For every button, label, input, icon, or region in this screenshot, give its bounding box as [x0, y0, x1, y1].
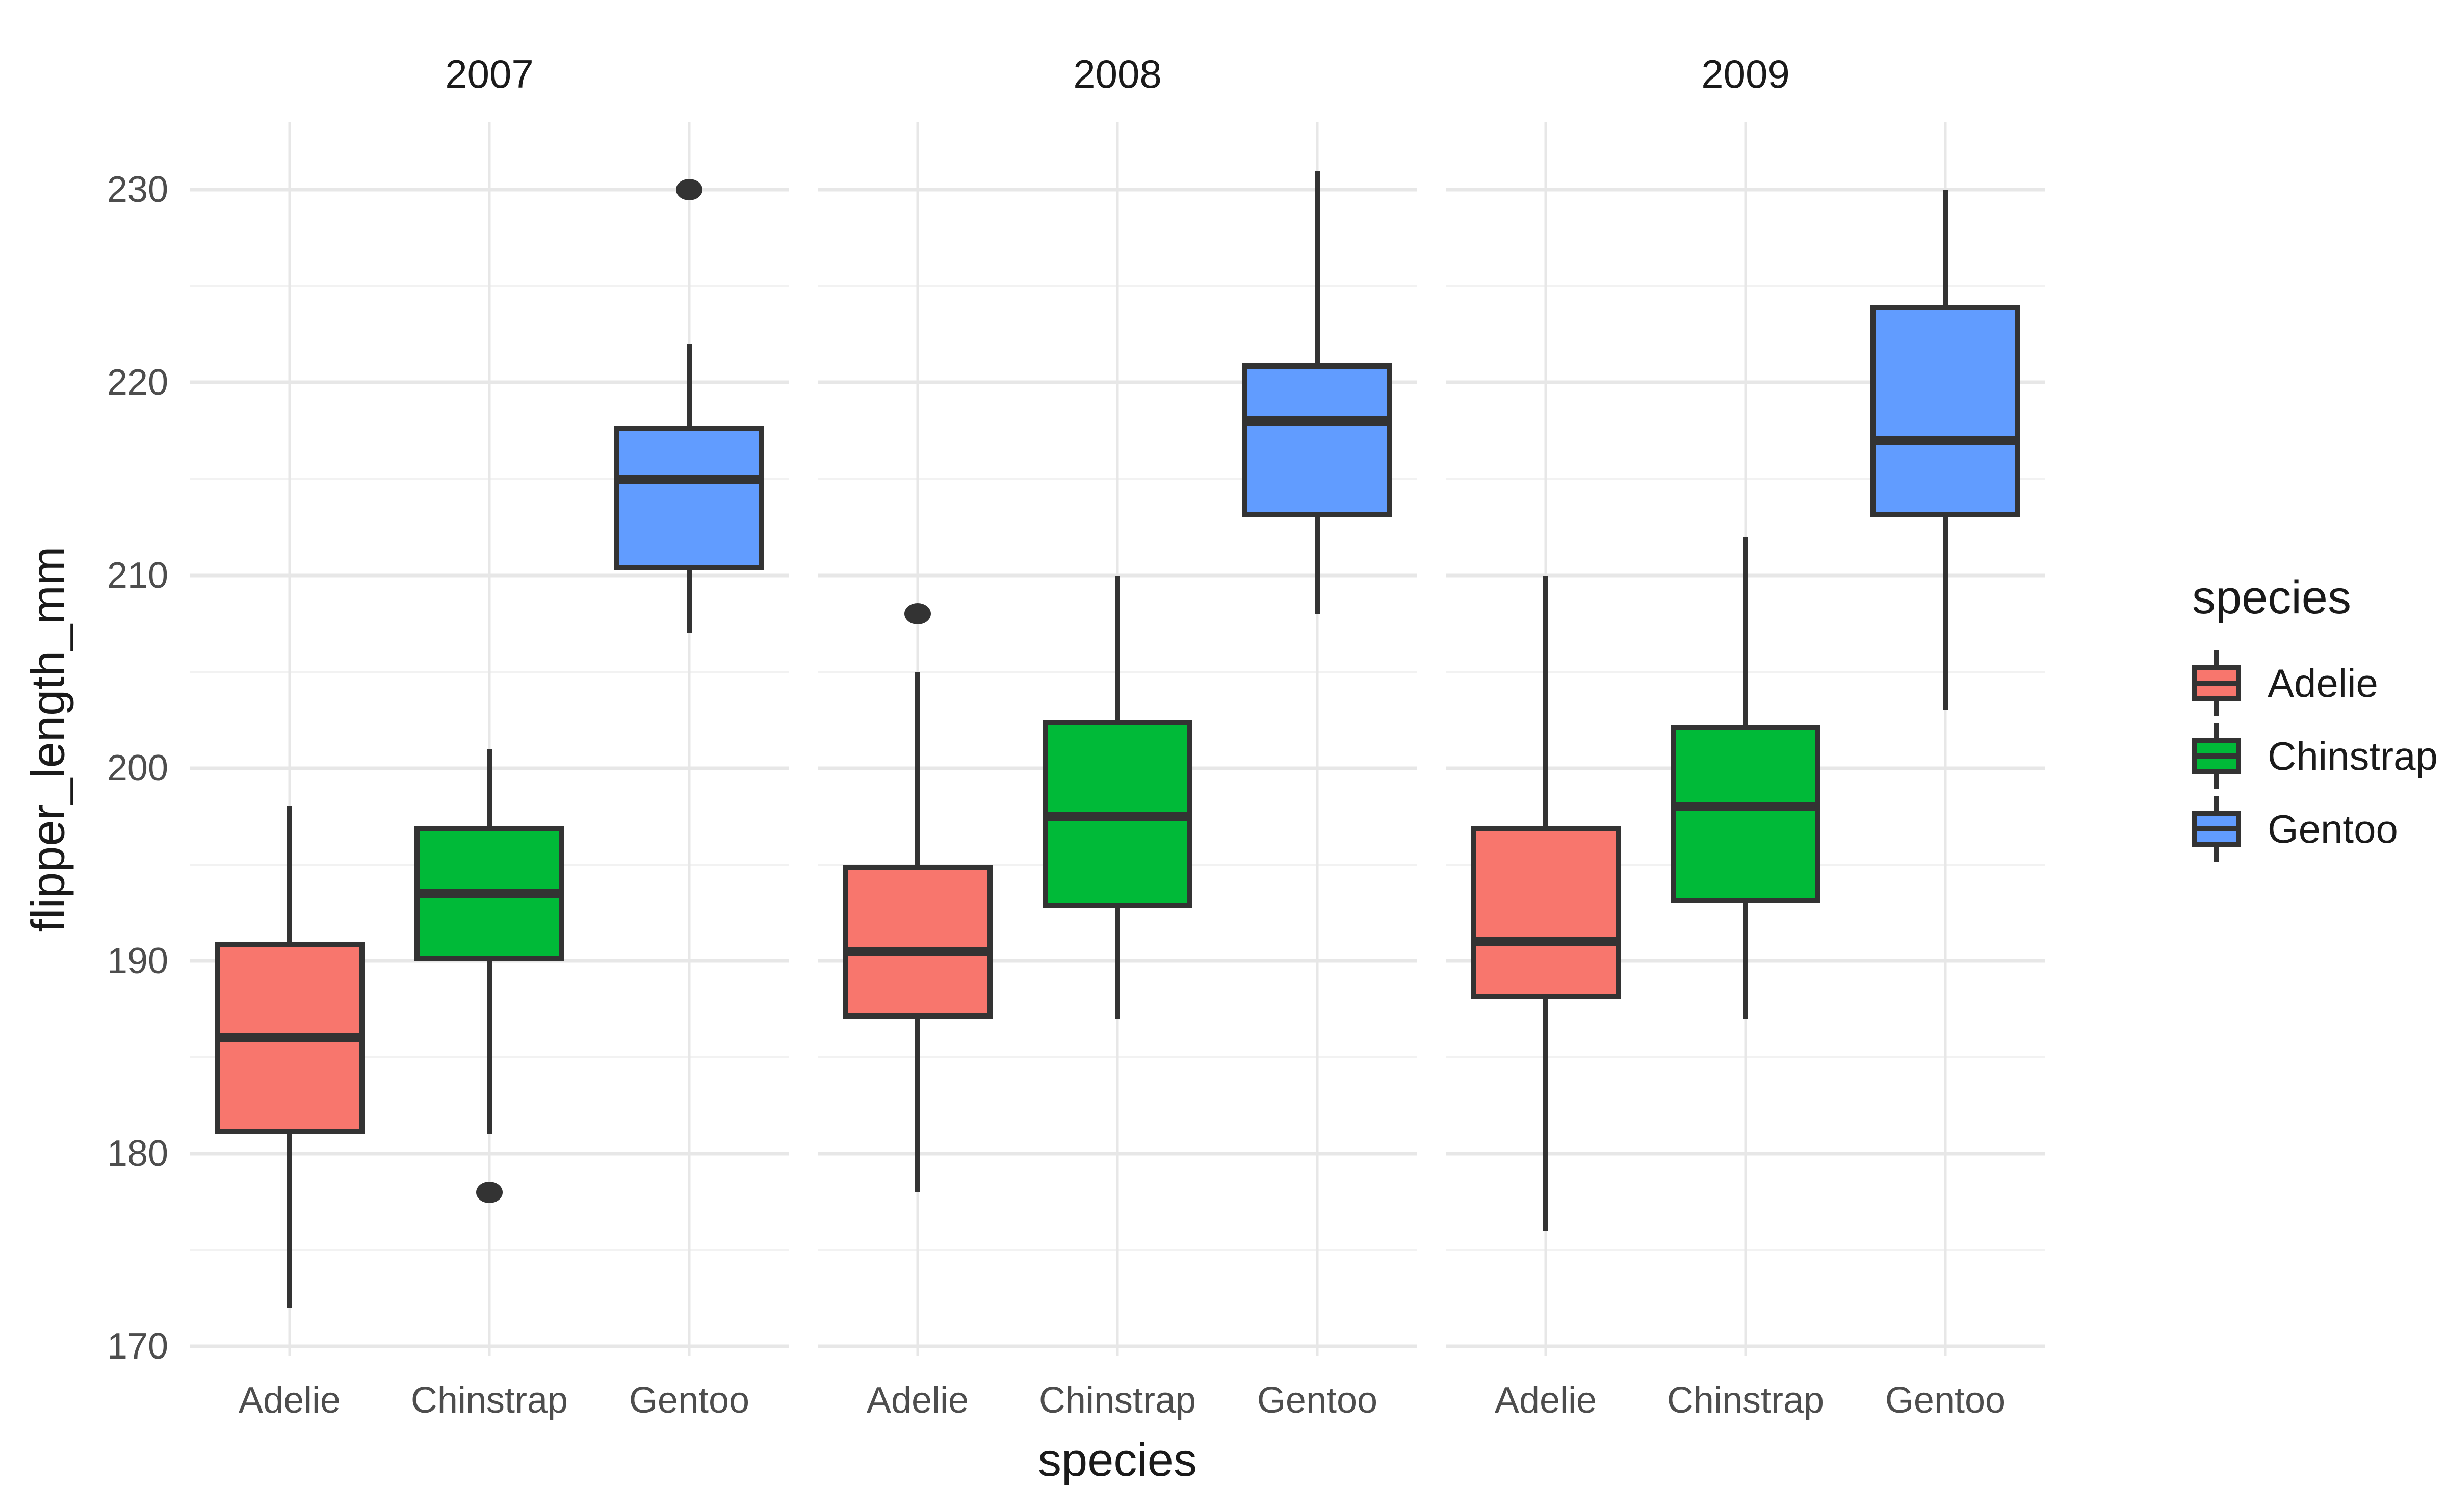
legend-key-boxplot-icon-adelie [2192, 650, 2241, 716]
legend-entry-label: Chinstrap [2268, 733, 2438, 778]
median-line-chinstrap-2009 [1671, 802, 1820, 812]
legend-entry-gentoo: Gentoo [2192, 796, 2398, 862]
legend-title: species [2192, 571, 2351, 623]
lower-whisker-gentoo-2007 [687, 570, 692, 634]
box-gentoo-2008 [1242, 363, 1392, 518]
outlier-dot-chinstrap-2007-178 [476, 1181, 503, 1203]
legend-key-median [2192, 826, 2241, 831]
box-adelie-2008 [843, 864, 993, 1019]
upper-whisker-adelie-2008 [915, 671, 920, 865]
upper-whisker-gentoo-2007 [687, 344, 692, 426]
y-tick-label-190: 190 [107, 940, 168, 981]
x-category-label-gentoo-2009: Gentoo [1885, 1380, 2006, 1421]
legend-key-median [2192, 681, 2241, 686]
upper-whisker-adelie-2007 [287, 806, 292, 942]
lower-whisker-chinstrap-2009 [1743, 903, 1748, 1019]
facet-strip-label-2007: 2007 [445, 51, 534, 96]
box-gentoo-2007 [614, 426, 764, 571]
legend-key-boxplot-icon-chinstrap [2192, 723, 2241, 789]
x-category-label-gentoo-2008: Gentoo [1257, 1380, 1378, 1421]
x-category-label-chinstrap-2007: Chinstrap [410, 1380, 568, 1421]
legend-key-median [2192, 753, 2241, 759]
legend-entry-label: Adelie [2268, 660, 2378, 706]
median-line-chinstrap-2008 [1043, 812, 1192, 821]
outlier-dot-adelie-2008-208 [904, 603, 931, 625]
legend-key-boxplot-icon-gentoo [2192, 796, 2241, 862]
y-tick-label-200: 200 [107, 747, 168, 789]
category-gridline-adelie [288, 122, 291, 1356]
outlier-dot-gentoo-2007-230 [676, 179, 702, 201]
y-tick-label-170: 170 [107, 1326, 168, 1367]
upper-whisker-chinstrap-2008 [1115, 575, 1120, 720]
lower-whisker-adelie-2007 [287, 1134, 292, 1308]
lower-whisker-gentoo-2008 [1315, 517, 1320, 614]
box-chinstrap-2009 [1671, 724, 1820, 903]
x-category-label-adelie-2007: Adelie [238, 1380, 341, 1421]
facet-strip-label-2008: 2008 [1073, 51, 1162, 96]
category-gridline-gentoo [688, 122, 691, 1356]
lower-whisker-chinstrap-2008 [1115, 907, 1120, 1019]
x-category-label-chinstrap-2009: Chinstrap [1667, 1380, 1825, 1421]
median-line-adelie-2008 [843, 946, 993, 956]
box-adelie-2009 [1471, 826, 1621, 1000]
lower-whisker-adelie-2008 [915, 1019, 920, 1192]
lower-whisker-adelie-2009 [1543, 999, 1548, 1231]
upper-whisker-chinstrap-2009 [1743, 536, 1748, 725]
y-tick-label-210: 210 [107, 555, 168, 596]
lower-whisker-chinstrap-2007 [487, 960, 492, 1135]
y-tick-label-220: 220 [107, 362, 168, 403]
median-line-chinstrap-2007 [414, 889, 564, 898]
lower-whisker-gentoo-2009 [1943, 517, 1948, 711]
x-category-label-gentoo-2007: Gentoo [629, 1380, 750, 1421]
category-gridline-chinstrap [488, 122, 491, 1356]
upper-whisker-gentoo-2008 [1315, 170, 1320, 363]
median-line-adelie-2007 [215, 1033, 365, 1043]
y-tick-label-230: 230 [107, 169, 168, 211]
category-gridline-gentoo [1316, 122, 1319, 1356]
x-category-label-adelie-2009: Adelie [1494, 1380, 1597, 1421]
facet-strip-label-2009: 2009 [1701, 51, 1790, 96]
median-line-adelie-2009 [1471, 937, 1621, 947]
median-line-gentoo-2008 [1242, 416, 1392, 426]
x-category-label-chinstrap-2008: Chinstrap [1038, 1380, 1196, 1421]
legend-entry-chinstrap: Chinstrap [2192, 723, 2438, 789]
upper-whisker-chinstrap-2007 [487, 748, 492, 826]
upper-whisker-adelie-2009 [1543, 575, 1548, 826]
legend-entry-label: Gentoo [2268, 806, 2398, 851]
median-line-gentoo-2007 [614, 474, 764, 484]
x-axis-title: species [1038, 1434, 1197, 1486]
upper-whisker-gentoo-2009 [1943, 190, 1948, 306]
legend-entry-adelie: Adelie [2192, 650, 2378, 716]
median-line-gentoo-2009 [1870, 435, 2020, 445]
x-category-label-adelie-2008: Adelie [866, 1380, 969, 1421]
y-tick-label-180: 180 [107, 1133, 168, 1174]
y-axis-title: flipper_length_mm [22, 546, 74, 932]
box-gentoo-2009 [1870, 305, 2020, 518]
category-gridline-gentoo [1944, 122, 1947, 1356]
